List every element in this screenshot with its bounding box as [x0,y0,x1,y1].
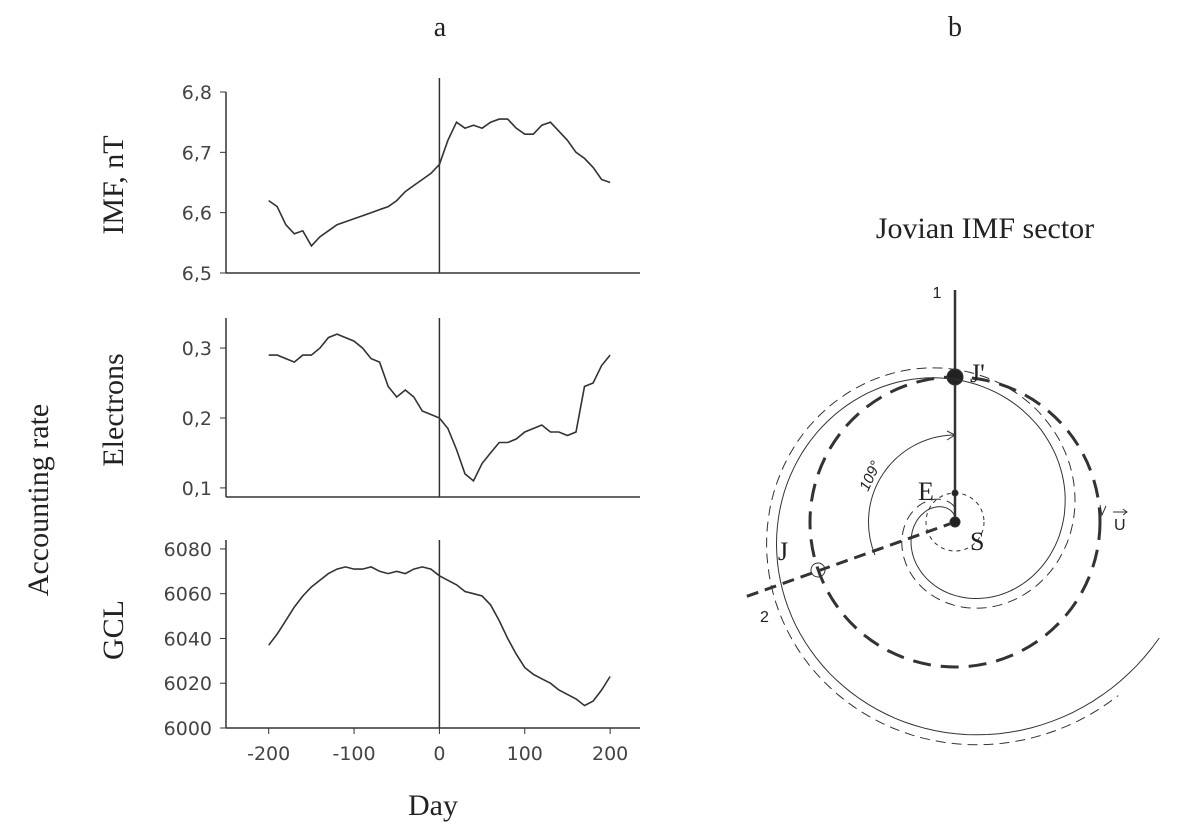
x-tick-label: -200 [247,743,290,765]
y-tick-label: 6,6 [182,203,212,225]
diagram-label: E [918,477,934,506]
angle-arc [868,434,956,556]
diagram-label: S [970,527,984,556]
y-tick-label: 0,3 [182,338,212,360]
spiral [775,377,1160,736]
diagram-title: Jovian IMF sector [876,212,1094,245]
y-tick-label: 6,7 [182,142,212,164]
x-tick-label: -100 [332,743,375,765]
spiral [766,367,1119,746]
jupiter-prime [946,368,964,386]
y-tick-label: 6020 [164,673,212,695]
diagram-label: U [1114,517,1126,534]
earth [951,489,959,497]
y-axis-title: IMF, nT [97,135,130,234]
y-tick-label: 6060 [164,584,212,606]
x-tick-label: 100 [507,743,543,765]
diagram-label: 1 [933,285,942,302]
panel-label: a [434,12,447,43]
panel-label: b [948,12,962,43]
y-tick-label: 6,8 [182,82,212,104]
x-tick-label: 200 [592,743,628,765]
data-line [268,118,611,248]
y-axis-title: Electrons [97,353,130,466]
data-line [268,333,611,483]
diagram [744,290,1160,746]
diagram-label: J [778,537,788,566]
y-tick-label: 6040 [164,628,212,650]
y-axis-title: Accounting rate [22,404,55,596]
jupiter [810,562,826,578]
x-axis-title: Day [408,789,458,822]
x-tick-label: 0 [433,743,445,765]
diagram-label: J' [970,359,985,388]
y-tick-label: 0,2 [182,408,212,430]
y-tick-label: 6080 [164,539,212,561]
y-tick-label: 6,5 [182,263,212,285]
diagram-label: 2 [760,609,769,626]
y-tick-label: 0,1 [182,478,212,500]
vector-arrow [1122,508,1128,516]
sun [949,516,961,528]
y-axis-title: GCL [97,600,130,660]
y-tick-label: 6000 [164,718,212,740]
arrow [946,430,957,441]
data-line [268,566,611,707]
angle-label: 109° [856,458,885,493]
arrow [1099,504,1107,517]
